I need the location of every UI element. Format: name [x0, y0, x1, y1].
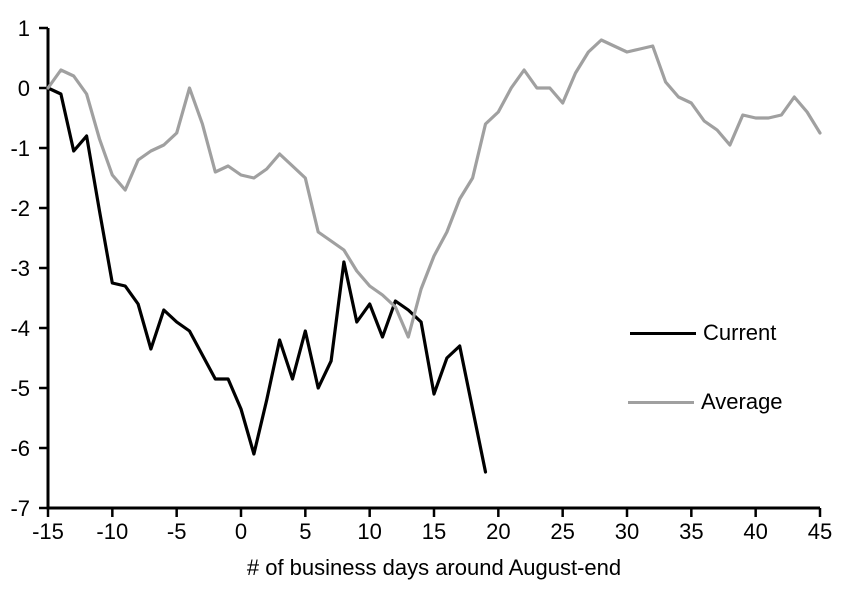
y-axis-tick-label: -2: [10, 196, 30, 221]
legend-item-current: Current: [630, 320, 776, 346]
legend-average-line-sample: [628, 400, 694, 404]
y-axis-tick-label: -1: [10, 136, 30, 161]
x-axis-title: # of business days around August-end: [246, 555, 622, 580]
y-axis-tick-label: 0: [18, 76, 30, 101]
x-axis-tick-label: 0: [235, 519, 247, 544]
y-axis-tick-label: -3: [10, 256, 30, 281]
x-axis-tick-label: 40: [743, 519, 767, 544]
y-axis-tick-label: 1: [18, 16, 30, 41]
x-axis-tick-label: 30: [615, 519, 639, 544]
x-axis-tick-label: 15: [422, 519, 446, 544]
y-axis-tick-label: -5: [10, 376, 30, 401]
y-axis-tick-label: -7: [10, 496, 30, 521]
x-axis-tick-label: -15: [32, 519, 64, 544]
legend-average-label: Average: [701, 389, 783, 414]
x-axis-tick-label: -10: [96, 519, 128, 544]
x-axis-tick-label: 10: [357, 519, 381, 544]
x-axis-tick-label: 45: [808, 519, 832, 544]
x-axis-tick-label: -5: [167, 519, 187, 544]
x-axis-tick-label: 35: [679, 519, 703, 544]
x-axis-tick-label: 20: [486, 519, 510, 544]
y-axis-tick-label: -6: [10, 436, 30, 461]
legend-current-line-sample: [630, 331, 696, 335]
legend-current-label: Current: [703, 320, 777, 345]
x-axis-tick-label: 25: [550, 519, 574, 544]
current-series-line: [46, 86, 488, 474]
x-axis-tick-label: 5: [299, 519, 311, 544]
legend-item-average: Average: [628, 389, 783, 415]
average-series-line: [46, 38, 822, 339]
y-axis-tick-label: -4: [10, 316, 30, 341]
